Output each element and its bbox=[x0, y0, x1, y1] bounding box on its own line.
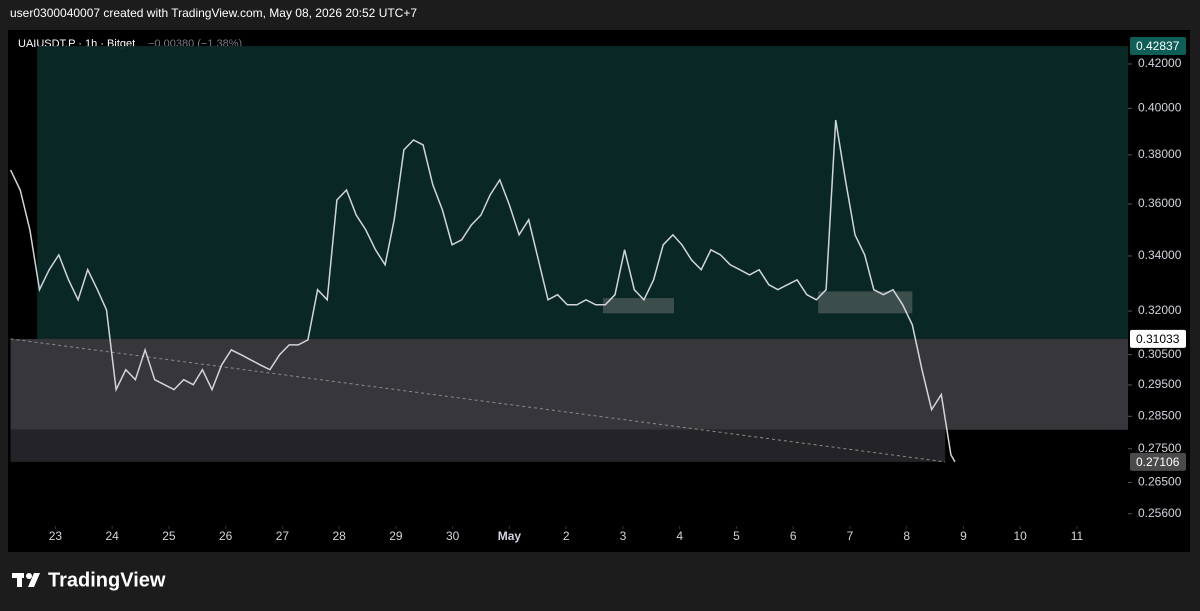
x-tick-label: 11 bbox=[1071, 529, 1084, 543]
x-tick-label: 29 bbox=[389, 529, 403, 543]
price-line bbox=[9, 119, 956, 463]
x-tick-label: 26 bbox=[219, 529, 233, 543]
x-tick-label: 24 bbox=[105, 529, 119, 543]
y-tick-label: 0.42000 bbox=[1138, 56, 1182, 70]
zone bbox=[818, 291, 913, 314]
logo: TradingView bbox=[48, 569, 166, 591]
x-tick-label: 25 bbox=[162, 529, 176, 543]
x-tick-label: 7 bbox=[847, 529, 854, 543]
x-tick-label: 23 bbox=[49, 529, 63, 543]
y-tick-label: 0.27500 bbox=[1138, 441, 1182, 455]
x-tick-label: 3 bbox=[620, 529, 627, 543]
x-tick-label: 6 bbox=[790, 529, 797, 543]
y-tick-label: 0.36000 bbox=[1138, 196, 1182, 210]
plot-area bbox=[9, 46, 1129, 463]
x-tick-label: 5 bbox=[733, 529, 740, 543]
x-tick-label: 9 bbox=[960, 529, 967, 543]
y-tick-label: 0.40000 bbox=[1138, 100, 1182, 114]
price-axis bbox=[1128, 30, 1190, 522]
x-tick-label: 27 bbox=[276, 529, 290, 543]
y-tick-label: 0.26500 bbox=[1138, 475, 1182, 489]
x-tick-label: May bbox=[498, 529, 522, 543]
zone bbox=[10, 429, 946, 462]
zone bbox=[37, 46, 1129, 339]
price-label: 0.27106 bbox=[1136, 455, 1180, 469]
x-tick-label: 8 bbox=[903, 529, 910, 543]
trend-line bbox=[10, 338, 946, 463]
y-tick-label: 0.29500 bbox=[1138, 377, 1182, 391]
zone bbox=[10, 338, 1129, 430]
x-tick-label: 28 bbox=[332, 529, 346, 543]
y-tick-label: 0.34000 bbox=[1138, 248, 1182, 262]
zone bbox=[603, 298, 674, 314]
price-label: 0.31033 bbox=[1136, 332, 1180, 346]
price-label-box bbox=[1130, 37, 1186, 56]
price-label-box bbox=[1130, 452, 1186, 471]
price-label-box bbox=[1130, 329, 1186, 348]
x-tick-label: 10 bbox=[1013, 529, 1027, 543]
x-tick-label: 4 bbox=[676, 529, 683, 543]
y-tick-label: 0.28500 bbox=[1138, 408, 1182, 422]
x-tick-label: 30 bbox=[446, 529, 460, 543]
y-tick-label: 0.30500 bbox=[1138, 347, 1182, 361]
y-tick-label: 0.32000 bbox=[1138, 303, 1182, 317]
caption: user0300040007 created with TradingView.… bbox=[10, 6, 417, 20]
y-tick-label: 0.25600 bbox=[1138, 506, 1182, 520]
logo-icon bbox=[12, 573, 40, 587]
y-tick-label: 0.38000 bbox=[1138, 147, 1182, 161]
x-tick-label: 2 bbox=[563, 529, 570, 543]
price-label: 0.42837 bbox=[1136, 39, 1180, 53]
